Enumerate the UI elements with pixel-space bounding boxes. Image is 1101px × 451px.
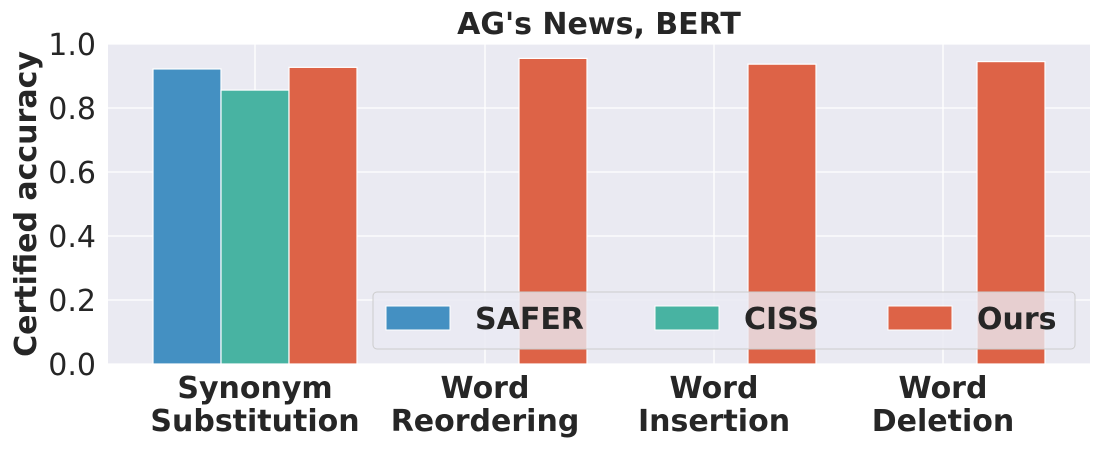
- legend-label-ciss: CISS: [744, 302, 819, 337]
- x-tick-label: Word Deletion: [872, 371, 1014, 439]
- x-tick-label: Word Insertion: [638, 371, 790, 439]
- legend: SAFER CISS Ours: [372, 291, 1076, 350]
- x-tick-label: Synonym Substitution: [150, 371, 359, 439]
- legend-swatch-ciss: [654, 305, 720, 331]
- bar-ciss-0: [220, 89, 290, 365]
- x-tick-label-line: Reordering: [391, 404, 580, 439]
- x-tick-label-line: Deletion: [872, 404, 1014, 439]
- y-tick-label: 0.6: [48, 156, 96, 191]
- y-tick-label: 1.0: [48, 28, 96, 63]
- x-tick-label-line: Synonym: [177, 371, 332, 406]
- legend-label-safer: SAFER: [475, 302, 584, 337]
- x-tick-label: Word Reordering: [391, 371, 580, 439]
- y-tick-label: 0.4: [48, 220, 96, 255]
- y-tick-label: 0.0: [48, 348, 96, 383]
- bar-ours-0: [288, 66, 358, 365]
- legend-swatch-safer: [385, 305, 451, 331]
- x-tick-label-line: Word: [441, 371, 530, 406]
- y-axis-ticks: 0.0 0.2 0.4 0.6 0.8 1.0: [48, 28, 96, 383]
- x-tick-label-line: Word: [670, 371, 759, 406]
- y-tick-label: 0.8: [48, 92, 96, 127]
- y-axis-label: Certified accuracy: [9, 51, 44, 357]
- legend-swatch-ours: [887, 305, 953, 331]
- x-tick-label-line: Substitution: [150, 404, 359, 439]
- bar-safer-0: [152, 68, 222, 365]
- x-tick-label-line: Word: [899, 371, 988, 406]
- y-tick-label: 0.2: [48, 284, 96, 319]
- legend-label-ours: Ours: [977, 302, 1057, 337]
- chart-title: AG's News, BERT: [457, 7, 741, 42]
- x-tick-label-line: Insertion: [638, 404, 790, 439]
